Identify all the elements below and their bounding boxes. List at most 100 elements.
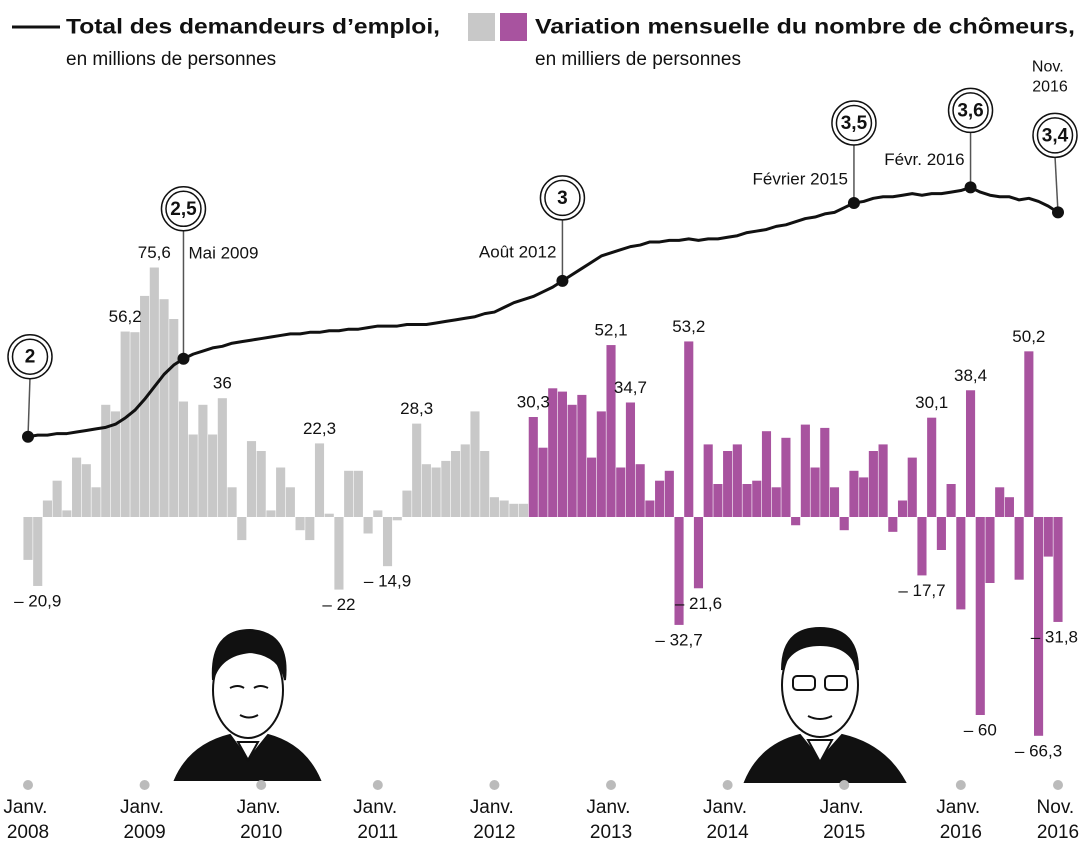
bar bbox=[529, 417, 538, 517]
legend: Total des demandeurs d’emploi, en millio… bbox=[12, 16, 1075, 70]
x-tick-dot bbox=[256, 780, 266, 790]
bar bbox=[733, 444, 742, 517]
x-tick-label: Janv. 2011 bbox=[353, 797, 402, 843]
bar-value-label: 75,6 bbox=[138, 243, 171, 262]
line-point bbox=[848, 197, 860, 209]
bar bbox=[811, 468, 820, 518]
bar-value-label: – 20,9 bbox=[14, 591, 61, 610]
bar bbox=[247, 441, 256, 517]
legend-label: Total des demandeurs d’emploi, bbox=[66, 16, 440, 39]
bar bbox=[23, 517, 32, 560]
bar bbox=[568, 405, 577, 517]
bar bbox=[266, 510, 275, 517]
bar bbox=[655, 481, 664, 517]
bar bbox=[752, 481, 761, 517]
bar bbox=[558, 392, 567, 517]
bar bbox=[626, 402, 635, 517]
bar bbox=[820, 428, 829, 517]
bar bbox=[723, 451, 732, 517]
annotation-leader bbox=[1055, 156, 1058, 212]
bar bbox=[1044, 517, 1053, 557]
annotation-value: 3,6 bbox=[957, 100, 983, 121]
annotation-value: 3,5 bbox=[841, 113, 868, 134]
bar bbox=[869, 451, 878, 517]
bar bbox=[480, 451, 489, 517]
line-point bbox=[22, 431, 34, 443]
bar bbox=[169, 319, 178, 517]
x-tick-dot bbox=[23, 780, 33, 790]
bar bbox=[985, 517, 994, 583]
bar bbox=[111, 411, 120, 517]
bar bbox=[276, 468, 285, 518]
chart: Total des demandeurs d’emploi, en millio… bbox=[0, 0, 1080, 848]
bar bbox=[344, 471, 353, 517]
annotation-value: 2,5 bbox=[170, 199, 197, 220]
bar bbox=[538, 448, 547, 517]
legend-label: Variation mensuelle du nombre de chômeur… bbox=[535, 16, 1075, 39]
bar bbox=[606, 345, 615, 517]
bar bbox=[159, 299, 168, 517]
bar bbox=[101, 405, 110, 517]
x-tick-dot bbox=[1053, 780, 1063, 790]
bar bbox=[140, 296, 149, 517]
bar-value-label: 30,3 bbox=[517, 392, 550, 411]
bar bbox=[315, 443, 324, 517]
bar bbox=[781, 438, 790, 517]
portrait-right bbox=[745, 628, 905, 782]
bar bbox=[441, 461, 450, 517]
bar bbox=[179, 402, 188, 518]
x-tick-dot bbox=[723, 780, 733, 790]
bar bbox=[305, 517, 314, 540]
bar bbox=[227, 487, 236, 517]
bar bbox=[257, 451, 266, 517]
x-tick-label: Janv. 2016 bbox=[936, 797, 985, 843]
legend-swatch bbox=[468, 13, 495, 41]
line-point bbox=[965, 181, 977, 193]
bar bbox=[422, 464, 431, 517]
annotation-date: Août 2012 bbox=[479, 242, 557, 261]
bar bbox=[490, 497, 499, 517]
x-tick-dot bbox=[489, 780, 499, 790]
bar bbox=[1005, 497, 1014, 517]
bar bbox=[461, 444, 470, 517]
bar bbox=[1034, 517, 1043, 736]
x-tick-dot bbox=[373, 780, 383, 790]
bar-value-label: – 17,7 bbox=[898, 581, 945, 600]
bar bbox=[451, 451, 460, 517]
bar bbox=[286, 487, 295, 517]
bar bbox=[830, 487, 839, 517]
annotation-value: 3 bbox=[557, 188, 568, 209]
bar bbox=[684, 341, 693, 517]
bar-value-label: 28,3 bbox=[400, 399, 433, 418]
annotation-leader bbox=[28, 378, 30, 437]
bar bbox=[121, 332, 130, 517]
bar bbox=[354, 471, 363, 517]
bar bbox=[373, 510, 382, 517]
bar-value-label: – 32,7 bbox=[655, 630, 702, 649]
bar bbox=[888, 517, 897, 532]
bar bbox=[519, 504, 528, 517]
legend-note: en milliers de personnes bbox=[535, 49, 741, 70]
x-tick-dot bbox=[140, 780, 150, 790]
bar bbox=[791, 517, 800, 525]
bar bbox=[597, 411, 606, 517]
x-tick-dot bbox=[606, 780, 616, 790]
bar-value-label: 36 bbox=[213, 374, 232, 393]
bar bbox=[198, 405, 207, 517]
bar bbox=[383, 517, 392, 566]
bar bbox=[772, 487, 781, 517]
annotation-date: Mai 2009 bbox=[188, 243, 258, 262]
bar-value-label: 38,4 bbox=[954, 366, 987, 385]
bar bbox=[130, 332, 139, 517]
bar bbox=[879, 444, 888, 517]
bar bbox=[325, 514, 334, 517]
bar bbox=[1015, 517, 1024, 580]
x-tick-label: Janv. 2008 bbox=[3, 797, 52, 843]
annotation-date: Févr. 2016 bbox=[884, 150, 964, 169]
bar-value-label: – 14,9 bbox=[364, 572, 411, 591]
x-tick-label: Janv. 2015 bbox=[820, 797, 869, 843]
bar bbox=[432, 468, 441, 518]
x-tick-label: Janv. 2014 bbox=[703, 797, 752, 843]
bar bbox=[859, 477, 868, 517]
x-tick-label: Janv. 2013 bbox=[586, 797, 635, 843]
